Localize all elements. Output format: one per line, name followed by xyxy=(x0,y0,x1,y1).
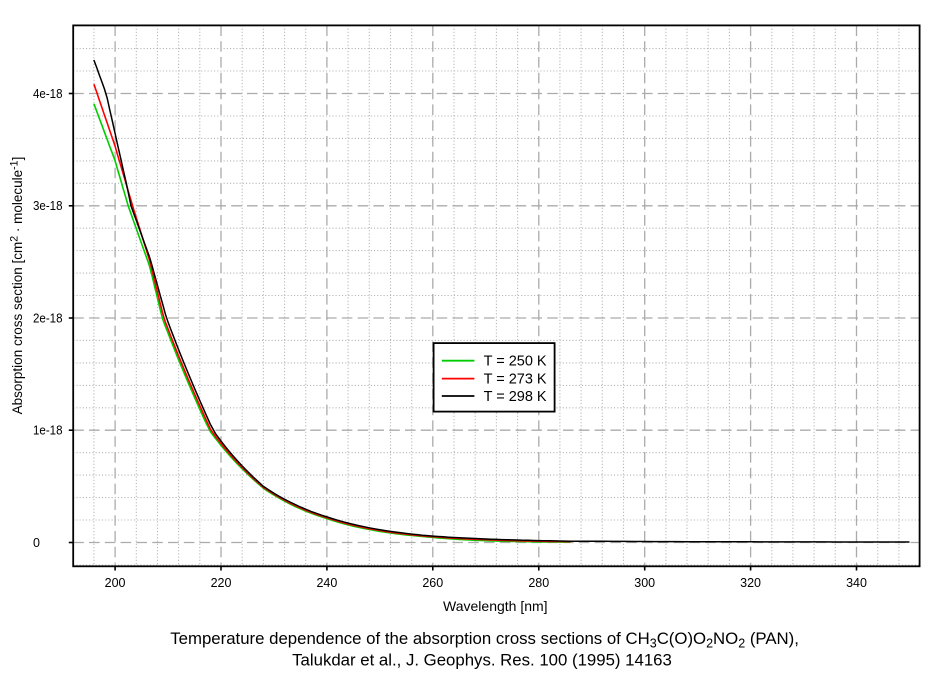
svg-text:Temperature dependence of the: Temperature dependence of the absorption… xyxy=(170,629,799,651)
svg-text:200: 200 xyxy=(105,576,126,590)
svg-text:T = 250 K: T = 250 K xyxy=(484,354,547,370)
svg-text:0: 0 xyxy=(33,536,40,550)
svg-text:260: 260 xyxy=(422,576,443,590)
svg-text:2e-18: 2e-18 xyxy=(33,311,63,325)
svg-text:220: 220 xyxy=(211,576,232,590)
svg-text:Absorption cross section [cm2: Absorption cross section [cm2 · molecule… xyxy=(8,157,25,415)
svg-text:320: 320 xyxy=(740,576,761,590)
svg-text:T = 273 K: T = 273 K xyxy=(484,372,547,388)
svg-text:340: 340 xyxy=(846,576,867,590)
svg-text:Talukdar et al., J. Geophys. R: Talukdar et al., J. Geophys. Res. 100 (1… xyxy=(292,650,672,669)
svg-text:Wavelength [nm]: Wavelength [nm] xyxy=(443,598,548,614)
svg-text:1e-18: 1e-18 xyxy=(33,424,63,438)
svg-text:280: 280 xyxy=(528,576,549,590)
svg-text:240: 240 xyxy=(316,576,337,590)
svg-text:4e-18: 4e-18 xyxy=(33,87,63,101)
svg-text:300: 300 xyxy=(634,576,655,590)
svg-text:3e-18: 3e-18 xyxy=(33,199,63,213)
svg-text:T = 298 K: T = 298 K xyxy=(484,389,547,405)
